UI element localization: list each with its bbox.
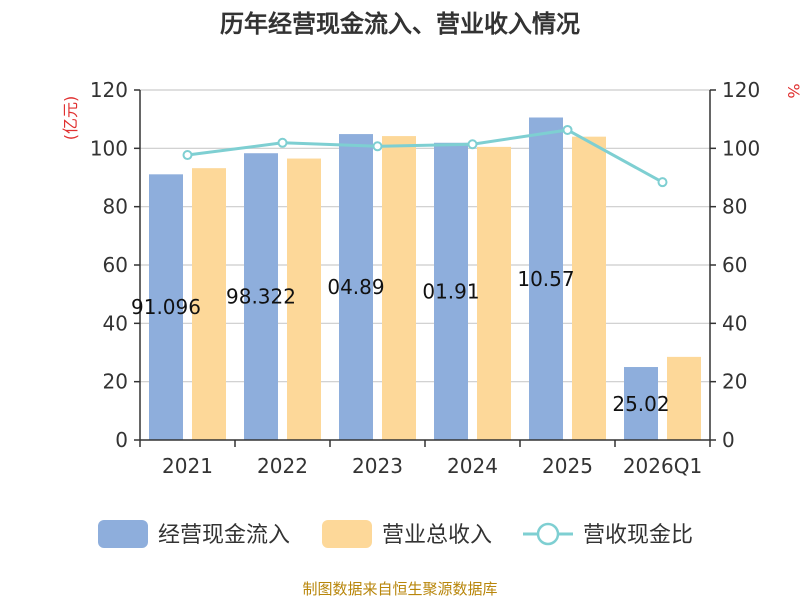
left-tick-label: 80 (103, 195, 128, 219)
right-axis-unit: % (784, 83, 800, 98)
bar-cash-inflow (244, 153, 278, 440)
right-tick-label: 80 (722, 195, 747, 219)
data-labels: 91.096 98.322 04.89 01.91 10.57 25.02 (131, 267, 670, 416)
ratio-point (277, 137, 288, 148)
bar-cash-inflow (529, 117, 563, 441)
x-tick-label: 2024 (447, 454, 498, 478)
ratio-point (657, 177, 668, 188)
bar-revenue (667, 356, 701, 440)
legend: 经营现金流入 营业总收入 营收现金比 (98, 520, 693, 548)
bar-revenue (477, 146, 511, 440)
bar-revenue (192, 168, 226, 440)
left-tick-label: 0 (115, 428, 128, 452)
legend-swatch-revenue (322, 520, 372, 548)
bar-revenue (572, 136, 606, 440)
left-tick-label: 100 (90, 136, 128, 160)
right-tick-label: 100 (722, 136, 760, 160)
left-axis-unit: (亿元) (61, 96, 80, 141)
ratio-line (187, 128, 664, 184)
legend-swatch-cash-inflow (98, 520, 148, 548)
ratio-point (182, 150, 193, 161)
right-tick-label: 0 (722, 428, 735, 452)
bar-group (149, 117, 701, 441)
x-tick-label: 2025 (542, 454, 593, 478)
bar-cash-inflow (339, 134, 373, 440)
right-tick-label: 60 (722, 253, 747, 277)
left-tick-label: 120 (90, 78, 128, 102)
bar-revenue (382, 136, 416, 441)
ratio-point (372, 141, 383, 152)
right-tick-label: 20 (722, 370, 747, 394)
data-label: 01.91 (422, 279, 479, 303)
data-label: 10.57 (517, 267, 574, 291)
x-tick-label: 2023 (352, 454, 403, 478)
x-tick-label: 2021 (162, 454, 213, 478)
right-tick-label: 40 (722, 311, 747, 335)
ratio-point (562, 124, 573, 135)
x-tick-label: 2022 (257, 454, 308, 478)
footer-source: 制图数据来自恒生聚源数据库 (302, 580, 497, 598)
data-label: 04.89 (327, 275, 384, 299)
x-tick-label: 2026Q1 (623, 454, 702, 478)
legend-label-revenue: 营业总收入 (382, 523, 492, 548)
right-tick-label: 120 (722, 78, 760, 102)
legend-swatch-ratio-marker (536, 522, 560, 546)
bar-cash-inflow (434, 142, 468, 440)
ratio-point (467, 139, 478, 150)
axes: 0 20 40 60 80 100 120 0 20 40 60 80 100 120 2021 2022 20… (90, 78, 760, 478)
data-label: 91.096 (131, 295, 201, 319)
data-label: 25.02 (612, 392, 669, 416)
bar-revenue (287, 158, 321, 440)
bar-cash-inflow (624, 367, 658, 440)
legend-label-ratio: 营收现金比 (583, 523, 693, 548)
line-series (182, 124, 668, 188)
data-label: 98.322 (226, 285, 296, 309)
left-tick-label: 40 (103, 311, 128, 335)
left-tick-label: 20 (103, 370, 128, 394)
bar-cash-inflow (149, 174, 183, 440)
chart-title: 历年经营现金流入、营业收入情况 (220, 10, 580, 38)
left-tick-label: 60 (103, 253, 128, 277)
legend-label-cash-inflow: 经营现金流入 (158, 523, 290, 548)
